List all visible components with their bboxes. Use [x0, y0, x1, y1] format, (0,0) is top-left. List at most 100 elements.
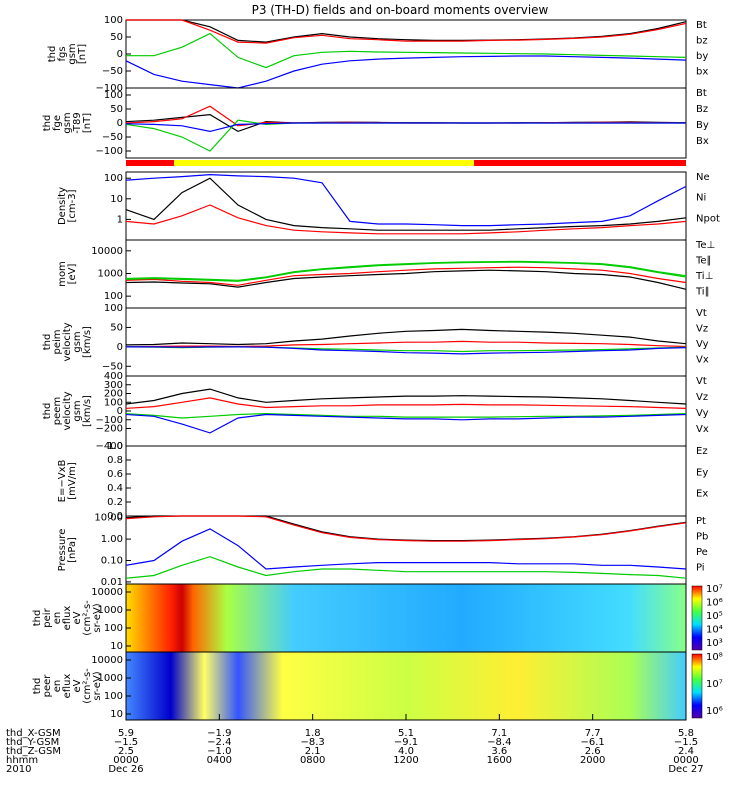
ephemeris-value: 1.8 — [305, 728, 321, 739]
series-line-bz — [126, 19, 687, 44]
legend-entry: By — [696, 120, 709, 131]
series-line-vx — [126, 346, 687, 355]
ephemeris-value: 1600 — [487, 755, 512, 766]
ephemeris-value: 5.1 — [398, 728, 414, 739]
legend-entry: Te⊥ — [695, 240, 715, 251]
y-tick-label: 10 — [110, 641, 123, 652]
ephemeris-value: 2.6 — [585, 746, 601, 757]
y-tick-label: 0 — [117, 406, 123, 417]
y-tick-label: −50 — [102, 361, 123, 372]
y-tick-label: 1000 — [98, 268, 123, 279]
y-tick-label: 100 — [104, 691, 123, 702]
y-axis-label: [nT] — [82, 113, 93, 133]
ephemeris-value: Dec 26 — [108, 764, 143, 775]
y-tick-label: −100 — [96, 415, 123, 426]
legend-entry: by — [696, 51, 708, 62]
y-tick-label: 300 — [104, 380, 123, 391]
y-tick-label: 0.10 — [101, 556, 123, 567]
series-line-te⊥ — [125, 266, 687, 286]
panel-9: 10⁷ 10⁶ 10⁵ 10⁴ 10³ 10000 1000 100 10 thd peir en ef… — [32, 583, 723, 653]
y-tick-label: 100 — [104, 173, 123, 184]
series-line-ne — [125, 204, 687, 235]
ephemeris-value: −1.5 — [114, 737, 138, 748]
y-tick-label: −50 — [102, 66, 123, 77]
legend-entry: Ex — [696, 489, 708, 500]
colorbar — [691, 653, 703, 719]
y-axis-label: peer — [42, 674, 53, 698]
y-axis-label: [nT] — [77, 44, 88, 64]
panel-1: 100 50 0 −50 −100 thd fgs gsm [nT] Bt bz by bx — [47, 15, 708, 94]
y-tick-label: 1000 — [98, 605, 123, 616]
ephemeris-value: −9.1 — [394, 737, 418, 748]
series-line-ni — [125, 177, 687, 231]
y-axis-label: thd — [32, 610, 43, 627]
legend-entry: Bz — [696, 104, 708, 115]
y-tick-label: 0 — [117, 49, 123, 60]
panel-frame — [125, 375, 687, 447]
y-axis-label: eV — [72, 611, 83, 624]
y-axis-label: Density — [57, 187, 68, 225]
y-tick-label: 0.01 — [101, 577, 123, 588]
series-line-te∥ — [125, 269, 687, 290]
y-tick-label: 100 — [104, 397, 123, 408]
series-line-by — [126, 32, 687, 69]
legend-entry: Ni — [696, 193, 706, 204]
y-axis-label: peir — [42, 607, 53, 627]
y-tick-label: 100 — [104, 623, 123, 634]
series-line-vx — [125, 413, 687, 434]
figure-title: P3 (TH-D) fields and on-board moments ov… — [252, 3, 549, 17]
colorbar-tick-label: 10⁷ — [706, 679, 723, 690]
y-tick-label: 0.8 — [107, 455, 123, 466]
legend-entry: Ti∥ — [695, 287, 710, 298]
legend-entry: Vt — [696, 308, 707, 319]
y-axis-label: velocity — [62, 391, 73, 430]
legend-entry: Vy — [696, 339, 709, 350]
ephemeris-value: 2.5 — [118, 746, 134, 757]
y-tick-label: 0.4 — [107, 483, 123, 494]
panel-3: 100 10 1 Density [cm-3] Ne Ni Npot — [57, 171, 720, 241]
y-axis-label: (cm²-s- — [82, 600, 93, 636]
y-axis-label: mom — [57, 261, 68, 287]
y-axis-label: [cm-3] — [67, 189, 78, 222]
panel-8: 10.00 1.00 0.10 0.01 Pressure [nPa] Pt Pb Pe Pi — [57, 513, 708, 588]
ephemeris-value: −6.1 — [581, 737, 605, 748]
ephemeris-label: 2010 — [6, 764, 31, 775]
y-axis-label: thd — [42, 334, 53, 351]
ephemeris-value: Dec 27 — [668, 764, 703, 775]
y-tick-label: 100 — [104, 303, 123, 314]
legend-entry: Vy — [696, 408, 709, 419]
ephemeris-label: thd_X-GSM — [6, 728, 61, 739]
panel-2: 100 50 0 −50 −100 thd fge gsm -T89 [nT] Bt Bz By Bx — [42, 87, 709, 159]
y-axis-label: -T89 — [72, 112, 83, 134]
spectrogram — [126, 584, 686, 652]
series-line-bx — [125, 122, 686, 133]
y-tick-label: −50 — [102, 132, 123, 143]
legend-entry: Ti⊥ — [695, 271, 713, 282]
series-line-pe — [125, 556, 687, 579]
series-line-ti∥ — [125, 261, 687, 282]
ephemeris-value: −8.3 — [301, 737, 325, 748]
legend-entry: Npot — [696, 213, 720, 224]
y-tick-label: 1.0 — [107, 441, 123, 452]
y-tick-label: 1 — [117, 214, 123, 225]
ephemeris-value: −1.0 — [207, 746, 231, 757]
y-tick-label: 50 — [110, 322, 123, 333]
spectrogram — [126, 652, 686, 720]
legend-entry: Ey — [696, 467, 708, 478]
y-axis-label: sr-eV) — [92, 671, 103, 700]
ephemeris-value: 0400 — [207, 755, 232, 766]
status-bar — [126, 160, 686, 166]
y-tick-label: −200 — [96, 424, 123, 435]
y-axis-label: sr-eV) — [92, 603, 103, 632]
panel-5: 100 50 0 −50 thd peim velocity gsm [km/s] Vt Vz Vy V… — [42, 303, 709, 377]
y-axis-label: (cm²-s- — [82, 668, 93, 704]
panel-10: 10⁸ 10⁷ 10⁶ 10000 1000 100 10 thd peer en eflux eV(… — [32, 651, 723, 721]
y-axis-label: gsm — [67, 43, 78, 64]
ephemeris-value: 7.7 — [585, 728, 601, 739]
series-line-vz — [125, 340, 687, 348]
y-tick-label: 200 — [104, 389, 123, 400]
colorbar-tick-label: 10⁴ — [706, 625, 723, 636]
series-line-vy — [125, 412, 687, 419]
